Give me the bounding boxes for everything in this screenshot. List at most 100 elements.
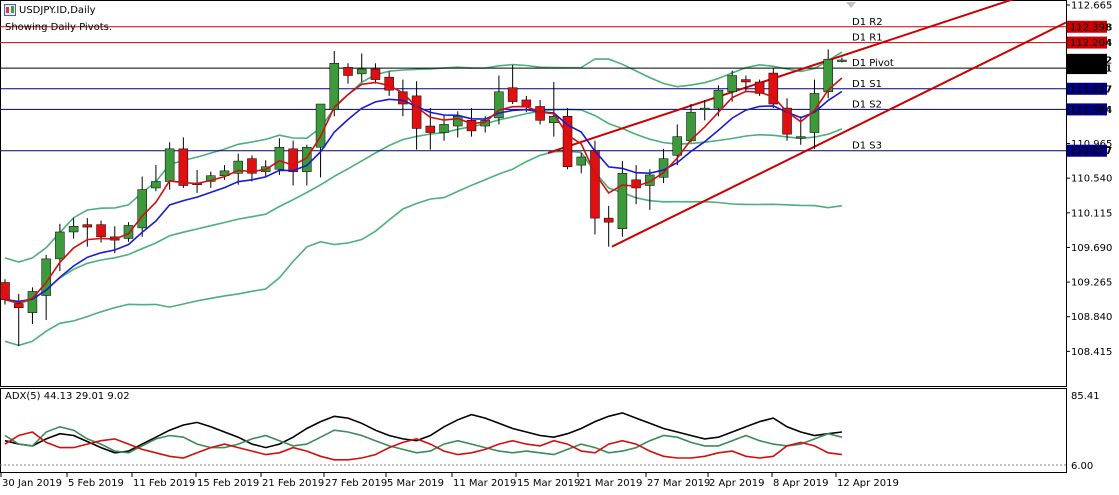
candle-body (768, 72, 779, 105)
candle-body (123, 225, 134, 239)
price-flag-2: 111.992 (1070, 55, 1111, 66)
adx-plus-di-line (4, 425, 843, 456)
time-label-0: 30 Jan 2019 (2, 478, 62, 489)
candle-11 (151, 165, 161, 192)
time-label-11: 2 Apr 2019 (709, 478, 764, 489)
lower-band (4, 150, 843, 347)
candle-body (576, 156, 586, 166)
time-label-10: 27 Mar 2019 (647, 478, 710, 489)
candle-body (137, 189, 147, 229)
candles (0, 49, 847, 347)
candle-53 (727, 70, 737, 102)
channel-upper-line (547, 0, 1015, 154)
adx-label: ADX(5) 44.13 29.01 9.02 (5, 391, 130, 402)
candle-37 (507, 64, 518, 105)
candle-body (384, 76, 394, 91)
candle-13 (178, 137, 189, 188)
candle-body (0, 282, 10, 300)
adx-minus-di-line (4, 431, 843, 461)
time-label-5: 27 Feb 2019 (325, 478, 387, 489)
candle-26 (356, 53, 367, 83)
time-axis: 30 Jan 2019 5 Feb 2019 11 Feb 2019 15 Feb 2… (0, 473, 899, 489)
price-flag-4: 111.637 (1070, 84, 1111, 95)
candle-61 (837, 57, 847, 63)
candle-body (796, 136, 806, 139)
candle-44 (603, 205, 614, 247)
candle-body (439, 124, 449, 133)
candle-57 (782, 98, 792, 141)
symbol-title: USDJPY.ID,Daily (19, 4, 96, 16)
candle-32 (439, 114, 449, 141)
time-label-6: 5 Mar 2019 (387, 478, 444, 489)
pivot-label-1: D1 R1 (852, 33, 883, 44)
candle-24 (329, 51, 340, 117)
candle-31 (425, 108, 436, 150)
time-label-8: 15 Mar 2019 (517, 478, 580, 489)
price-tick-12: 109.265 (1071, 278, 1112, 289)
pivot-label-3: D1 S1 (852, 79, 882, 90)
candle-14 (192, 170, 202, 193)
candle-body (782, 107, 792, 135)
time-label-2: 11 Feb 2019 (133, 478, 195, 489)
price-tick-14: 108.415 (1071, 347, 1112, 358)
candle-body (425, 125, 436, 133)
candle-body (274, 146, 285, 170)
candle-body (82, 224, 93, 228)
price-flag-bg-0 (1067, 20, 1107, 33)
candle-21 (288, 140, 298, 186)
candle-body (645, 174, 655, 186)
chart-window-icon (4, 4, 16, 16)
price-flag-bg-1 (1067, 36, 1107, 49)
candle-body (617, 173, 628, 229)
candle-body (164, 148, 175, 182)
candle-body (466, 120, 477, 132)
candle-12 (164, 142, 175, 190)
adx-panel: 85.41 6.00 (0, 391, 1100, 472)
candle-48 (658, 148, 669, 184)
candle-body (55, 231, 65, 260)
price-flag-bg-4 (1067, 82, 1107, 95)
candle-body (672, 136, 683, 156)
chart-shift-marker (846, 2, 856, 8)
price-flag-bg-5 (1067, 103, 1107, 116)
time-label-7: 11 Mar 2019 (453, 478, 516, 489)
candle-9 (123, 222, 134, 242)
pivot-label-2: D1 Pivot (852, 58, 894, 69)
ma-slow (4, 90, 843, 303)
candle-27 (370, 63, 381, 84)
pivot-label-4: D1 S2 (852, 99, 882, 110)
candle-55 (754, 79, 765, 96)
candle-6 (82, 218, 93, 247)
candle-body (741, 79, 751, 83)
candle-52 (713, 85, 724, 117)
candle-body (247, 158, 257, 174)
ma-fast (4, 77, 843, 304)
pivot-label-0: D1 R2 (852, 17, 883, 28)
adx-axis-max: 85.41 (1071, 391, 1100, 402)
chart-header: USDJPY.ID,Daily (0, 0, 96, 20)
candle-body (68, 226, 79, 233)
candle-body (823, 58, 833, 93)
candle-28 (384, 71, 394, 96)
candle-body (13, 303, 24, 309)
chart-frame (0, 0, 1067, 473)
candle-body (411, 95, 422, 129)
candle-body (521, 99, 532, 107)
price-flag-6: 110.877 (1070, 146, 1111, 157)
adx-axis-min: 6.00 (1071, 461, 1093, 472)
trend-channel (547, 0, 1067, 248)
candle-20 (274, 138, 285, 175)
time-label-3: 15 Feb 2019 (197, 478, 259, 489)
candle-body (329, 63, 340, 110)
pivot-lines: D1 R2 D1 R1 D1 Pivot D1 S1 D1 S2 D1 S3 (0, 17, 1066, 152)
candle-body (288, 148, 298, 172)
candle-body (356, 68, 367, 75)
candle-body (754, 81, 765, 94)
candle-body (603, 217, 614, 223)
candle-18 (247, 155, 257, 182)
candle-body (453, 115, 463, 127)
middle-band (4, 108, 843, 305)
price-flag-0: 112.398 (1070, 22, 1111, 33)
